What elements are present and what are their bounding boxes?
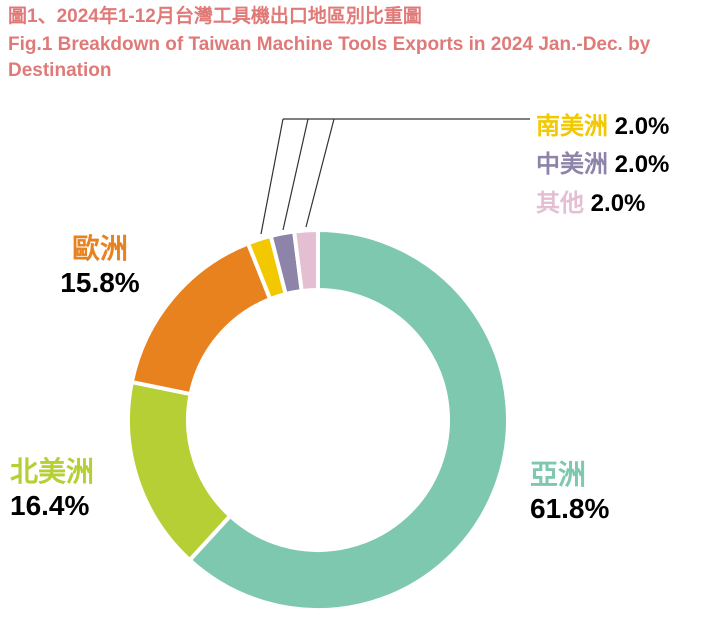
label-name: 北美洲 (10, 456, 95, 487)
slice-asia (186, 227, 510, 612)
slice-label-north-america: 北美洲 16.4% (10, 455, 94, 523)
label-value: 16.4% (10, 490, 90, 521)
leader-line-south-america (260, 118, 284, 235)
label-name: 南美洲 (536, 113, 608, 140)
chart-subtitle: Fig.1 Breakdown of Taiwan Machine Tools … (8, 34, 651, 81)
slice-europe (129, 240, 273, 397)
label-value: 15.8% (60, 267, 140, 298)
label-value: 2.0% (614, 113, 670, 140)
slice-label-central-america: 中美洲 2.0% (536, 150, 669, 180)
label-value: 2.0% (614, 151, 670, 178)
slice-label-asia: 亞洲 61.8% (530, 458, 609, 526)
leader-line-central-america (282, 118, 309, 231)
chart-title: 圖1、2024年1-12月台灣工具機出口地區別比重圖 (8, 6, 422, 27)
slice-label-europe: 歐洲 15.8% (50, 232, 150, 300)
label-name: 其他 (536, 190, 584, 217)
label-name: 中美洲 (536, 151, 608, 178)
slice-other (291, 227, 320, 294)
slice-label-other: 其他 2.0% (536, 189, 645, 219)
label-value: 2.0% (590, 190, 646, 217)
label-name: 歐洲 (71, 233, 128, 264)
label-value: 61.8% (530, 493, 610, 524)
slice-label-south-america: 南美洲 2.0% (536, 112, 669, 142)
leader-line-other (305, 118, 335, 228)
slice-north-america (126, 379, 234, 563)
label-name: 亞洲 (530, 459, 587, 490)
leader-lines (260, 118, 530, 235)
